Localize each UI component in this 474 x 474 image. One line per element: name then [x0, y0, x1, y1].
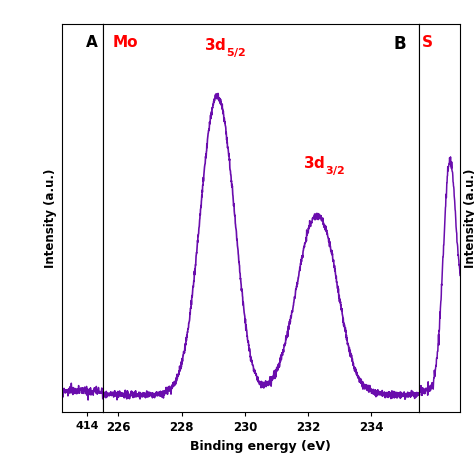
Text: B: B — [393, 36, 406, 54]
Y-axis label: Intensity (a.u.): Intensity (a.u.) — [45, 168, 57, 268]
Text: S: S — [422, 36, 433, 50]
X-axis label: Binding energy (eV): Binding energy (eV) — [190, 440, 331, 453]
Text: A: A — [86, 36, 98, 50]
Text: $\mathbf{3/2}$: $\mathbf{3/2}$ — [326, 164, 346, 177]
Text: $\mathbf{3d}$: $\mathbf{3d}$ — [303, 155, 326, 171]
Y-axis label: Intensity (a.u.): Intensity (a.u.) — [464, 168, 474, 268]
Text: Mo: Mo — [112, 36, 137, 50]
Text: $\mathbf{3d}$: $\mathbf{3d}$ — [204, 37, 226, 53]
Text: $\mathbf{5/2}$: $\mathbf{5/2}$ — [226, 46, 246, 59]
